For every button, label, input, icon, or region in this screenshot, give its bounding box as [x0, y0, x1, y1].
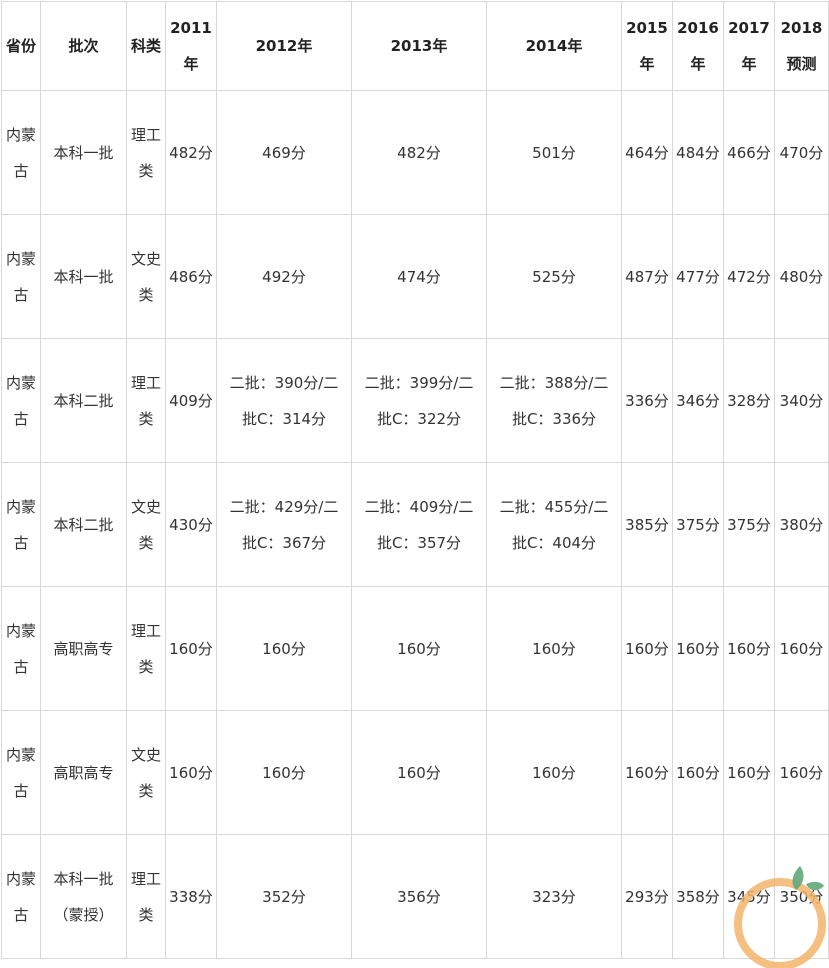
table-cell: 160分	[486, 586, 622, 711]
table-cell: 340分	[774, 338, 829, 463]
table-cell: 160分	[723, 586, 775, 711]
table-cell: 293分	[621, 834, 673, 959]
table-cell: 350分	[774, 834, 829, 959]
table-cell: 375分	[723, 462, 775, 587]
table-cell: 472分	[723, 214, 775, 339]
table-cell: 内蒙古	[1, 214, 41, 339]
table-cell: 160分	[774, 586, 829, 711]
table-cell: 474分	[351, 214, 487, 339]
column-header: 2012年	[216, 1, 352, 91]
table-row: 内蒙古 本科一批 文史类 486分 492分 474分 525分 487分 477分 472分 48…	[1, 214, 829, 339]
table-cell: 内蒙古	[1, 710, 41, 835]
table-cell: 文史类	[126, 710, 166, 835]
table-cell: 理工类	[126, 834, 166, 959]
table-cell: 本科二批	[40, 462, 127, 587]
table-cell: 内蒙古	[1, 90, 41, 215]
column-header: 2011年	[165, 1, 217, 91]
column-header: 科类	[126, 1, 166, 91]
table-cell: 385分	[621, 462, 673, 587]
table-cell: 160分	[351, 586, 487, 711]
table-cell: 160分	[723, 710, 775, 835]
table-cell: 本科一批	[40, 214, 127, 339]
table-cell: 本科一批（蒙授）	[40, 834, 127, 959]
table-row: 内蒙古 高职高专 理工类 160分 160分 160分 160分 160分 160分 160分 16…	[1, 586, 829, 711]
table-cell: 内蒙古	[1, 586, 41, 711]
table-cell: 160分	[621, 710, 673, 835]
table-cell: 484分	[672, 90, 724, 215]
table-cell: 469分	[216, 90, 352, 215]
column-header: 省份	[1, 1, 41, 91]
table-cell: 160分	[672, 586, 724, 711]
table-cell: 470分	[774, 90, 829, 215]
table-cell: 内蒙古	[1, 462, 41, 587]
table-row: 内蒙古 本科一批 理工类 482分 469分 482分 501分 464分 484分 466分 47…	[1, 90, 829, 215]
table-cell: 328分	[723, 338, 775, 463]
table-cell: 理工类	[126, 586, 166, 711]
table-row: 内蒙古 高职高专 文史类 160分 160分 160分 160分 160分 160分 160分 16…	[1, 710, 829, 835]
table-cell: 487分	[621, 214, 673, 339]
table-cell: 160分	[165, 586, 217, 711]
table-cell: 477分	[672, 214, 724, 339]
table-row: 内蒙古 本科一批（蒙授） 理工类 338分 352分 356分 323分 293分 358分 34…	[1, 834, 829, 959]
table-cell: 160分	[672, 710, 724, 835]
table-cell: 480分	[774, 214, 829, 339]
column-header: 2014年	[486, 1, 622, 91]
table-row: 内蒙古 本科二批 文史类 430分 二批：429分/二批C：367分 二批：409分/二批…	[1, 462, 829, 587]
table-cell: 本科一批	[40, 90, 127, 215]
table-cell: 二批：388分/二批C：336分	[486, 338, 622, 463]
table-cell: 358分	[672, 834, 724, 959]
column-header: 2015年	[621, 1, 673, 91]
table-cell: 466分	[723, 90, 775, 215]
table-cell: 二批：399分/二批C：322分	[351, 338, 487, 463]
table-cell: 336分	[621, 338, 673, 463]
table-cell: 文史类	[126, 214, 166, 339]
table-cell: 160分	[351, 710, 487, 835]
table-cell: 160分	[621, 586, 673, 711]
table-cell: 346分	[672, 338, 724, 463]
table-cell: 文史类	[126, 462, 166, 587]
table-cell: 二批：429分/二批C：367分	[216, 462, 352, 587]
table-cell: 160分	[216, 586, 352, 711]
table-cell: 高职高专	[40, 710, 127, 835]
column-header: 2017年	[723, 1, 775, 91]
table-cell: 理工类	[126, 90, 166, 215]
table-cell: 内蒙古	[1, 834, 41, 959]
table-cell: 160分	[216, 710, 352, 835]
table-cell: 486分	[165, 214, 217, 339]
table-cell: 492分	[216, 214, 352, 339]
table-cell: 二批：455分/二批C：404分	[486, 462, 622, 587]
table-cell: 380分	[774, 462, 829, 587]
table-cell: 160分	[774, 710, 829, 835]
table-cell: 160分	[165, 710, 217, 835]
table-cell: 464分	[621, 90, 673, 215]
table-cell: 352分	[216, 834, 352, 959]
table-cell: 本科二批	[40, 338, 127, 463]
table-cell: 345分	[723, 834, 775, 959]
column-header: 2018预测	[774, 1, 829, 91]
table-cell: 482分	[351, 90, 487, 215]
table-cell: 二批：409分/二批C：357分	[351, 462, 487, 587]
column-header: 2013年	[351, 1, 487, 91]
table-cell: 理工类	[126, 338, 166, 463]
column-header: 批次	[40, 1, 127, 91]
table-cell: 338分	[165, 834, 217, 959]
table-cell: 323分	[486, 834, 622, 959]
column-header: 2016年	[672, 1, 724, 91]
header-row: 省份 批次 科类 2011年 2012年 2013年 2014年 2015年 2016年 2017…	[1, 1, 829, 91]
table-cell: 内蒙古	[1, 338, 41, 463]
table-cell: 375分	[672, 462, 724, 587]
table-cell: 409分	[165, 338, 217, 463]
table-cell: 356分	[351, 834, 487, 959]
table-cell: 525分	[486, 214, 622, 339]
table-cell: 430分	[165, 462, 217, 587]
table-row: 内蒙古 本科二批 理工类 409分 二批：390分/二批C：314分 二批：399分/二批…	[1, 338, 829, 463]
table-cell: 高职高专	[40, 586, 127, 711]
table-cell: 501分	[486, 90, 622, 215]
table-cell: 二批：390分/二批C：314分	[216, 338, 352, 463]
table-cell: 160分	[486, 710, 622, 835]
table-cell: 482分	[165, 90, 217, 215]
